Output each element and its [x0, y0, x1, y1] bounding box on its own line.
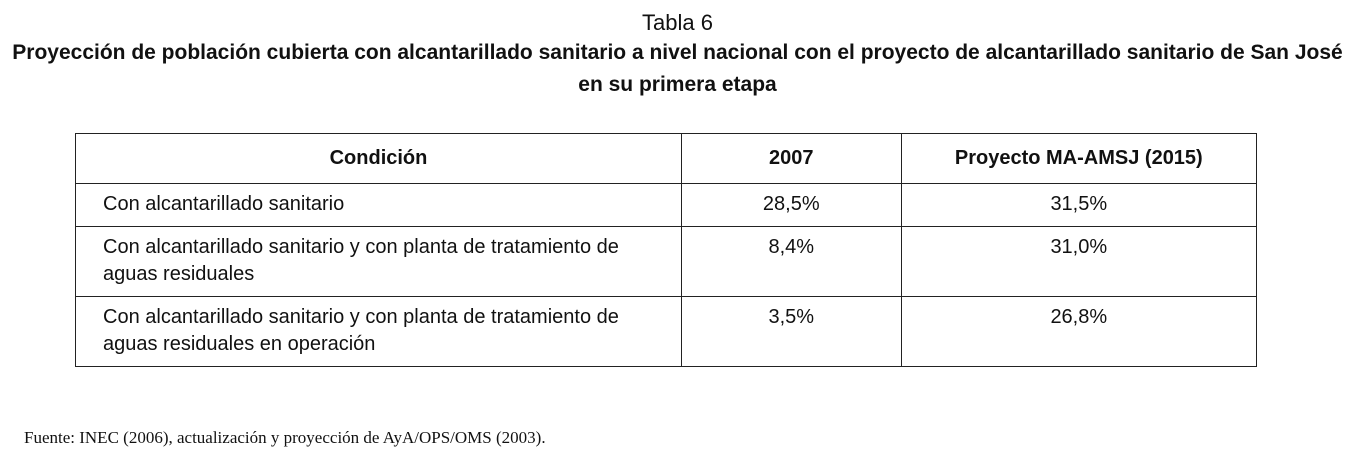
column-header-2007: 2007 [680, 133, 902, 184]
cell-proyecto: 31,5% [900, 183, 1258, 227]
cell-condicion: Con alcantarillado sanitario y con plant… [75, 296, 682, 367]
source-note: Fuente: INEC (2006), actualización y pro… [24, 428, 546, 447]
header-row: Condición 2007 Proyecto MA-AMSJ (2015) [75, 133, 1258, 184]
cell-proyecto: 31,0% [900, 226, 1258, 297]
cell-condicion: Con alcantarillado sanitario [75, 183, 682, 227]
data-table: Condición 2007 Proyecto MA-AMSJ (2015) C… [75, 133, 1258, 367]
cell-2007: 3,5% [680, 296, 902, 367]
cell-proyecto: 26,8% [900, 296, 1258, 367]
cell-2007: 8,4% [680, 226, 902, 297]
column-header-proyecto: Proyecto MA-AMSJ (2015) [900, 133, 1258, 184]
table-caption: Tabla 6 Proyección de población cubierta… [0, 9, 1355, 101]
table-label: Tabla 6 [642, 10, 713, 35]
cell-condicion: Con alcantarillado sanitario y con plant… [75, 226, 682, 297]
table-row: Con alcantarillado sanitario y con plant… [75, 296, 1258, 367]
table-title: Proyección de población cubierta con alc… [12, 41, 1343, 96]
table-row: Con alcantarillado sanitario y con plant… [75, 226, 1258, 297]
table-row: Con alcantarillado sanitario 28,5% 31,5% [75, 183, 1258, 227]
column-header-condicion: Condición [75, 133, 682, 184]
cell-2007: 28,5% [680, 183, 902, 227]
